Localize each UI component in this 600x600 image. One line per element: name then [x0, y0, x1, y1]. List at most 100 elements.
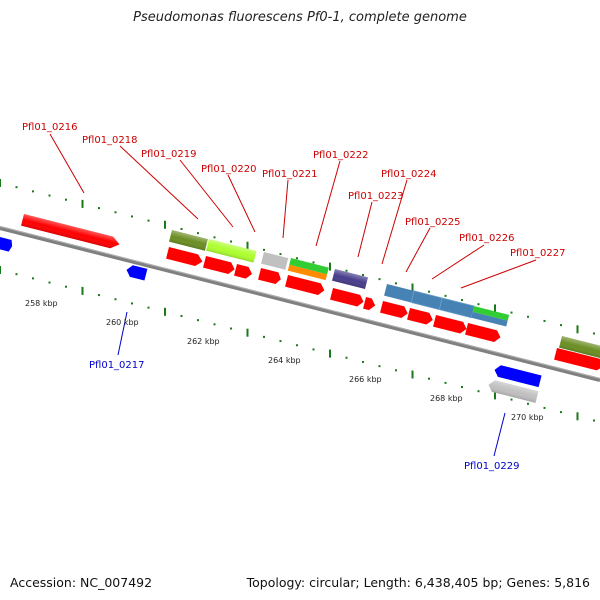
label-pfl01-0217[interactable]: Pfl01_0217 [89, 360, 145, 371]
upper-track-major-tick [164, 220, 166, 229]
lower-track-minor-tick [312, 348, 315, 351]
gene-pfl01-0216-shine [21, 214, 120, 249]
label-pfl01-0223[interactable]: Pfl01_0223 [348, 191, 404, 202]
lower-track-minor-tick [15, 273, 18, 276]
gene-red-06[interactable] [330, 288, 365, 308]
gene-pfl01-0223-shine [332, 269, 368, 289]
tick-track-upper [0, 179, 595, 335]
gene-pfl01-0224[interactable] [384, 284, 415, 303]
gene-red-08[interactable] [380, 301, 409, 319]
label-pfl01-0226[interactable]: Pfl01_0226 [459, 233, 515, 244]
label-pfl01-0221[interactable]: Pfl01_0221 [262, 169, 318, 180]
scale-label-264kbp: 264 kbp [268, 356, 301, 365]
lower-track-minor-tick [65, 285, 67, 288]
label-pfl01-0220[interactable]: Pfl01_0220 [201, 164, 257, 175]
upper-track-minor-tick [230, 240, 232, 243]
upper-track-major-tick [411, 283, 414, 292]
upper-track-major-tick [576, 325, 579, 334]
scale-label-258kbp: 258 kbp [25, 299, 58, 308]
upper-track-major-tick [81, 199, 84, 208]
upper-track-minor-tick [15, 186, 18, 189]
upper-track-minor-tick [131, 215, 133, 218]
gene-pfl01-0217[interactable] [125, 264, 148, 281]
gene-red-12[interactable] [554, 348, 600, 372]
lower-track-minor-tick [114, 298, 117, 301]
upper-track-minor-tick [147, 219, 150, 222]
gene-red-02[interactable] [203, 256, 236, 275]
gene-pfl01-0225[interactable] [410, 290, 443, 311]
upper-track-minor-tick [180, 227, 183, 230]
upper-track-minor-tick [378, 278, 381, 281]
gene-red-04[interactable] [258, 268, 282, 285]
gene-next-olive-shine [559, 336, 600, 360]
gene-pfl01-0229[interactable] [493, 364, 542, 388]
gene-pfl01-0227[interactable] [472, 306, 510, 321]
accession-text: Accession: NC_007492 [10, 575, 153, 590]
genome-backbone [0, 226, 600, 382]
gene-red-03[interactable] [234, 264, 253, 280]
label-pfl01-0222[interactable]: Pfl01_0222 [313, 150, 369, 161]
lower-track-major-tick [411, 370, 414, 379]
lower-track-minor-tick [197, 319, 199, 322]
lower-track-minor-tick [147, 306, 150, 309]
label-pfl01-0225[interactable]: Pfl01_0225 [405, 217, 461, 228]
gene-red-09[interactable] [407, 308, 434, 326]
forward-outer-track [21, 214, 600, 360]
gene-pfl01-0220[interactable] [261, 252, 289, 270]
label-pfl01-0219[interactable]: Pfl01_0219 [141, 149, 197, 160]
label-pfl01-0229[interactable]: Pfl01_0229 [464, 461, 520, 472]
scale-label-260kbp: 260 kbp [106, 318, 139, 327]
tick-track-lower [0, 266, 595, 422]
lower-track-major-tick [494, 391, 496, 400]
lower-track-major-tick [576, 412, 579, 421]
upper-track-minor-tick [114, 211, 117, 214]
gene-red-11[interactable] [465, 323, 502, 343]
upper-track-minor-tick [362, 273, 364, 276]
gene-rev-gray-shine [488, 380, 539, 403]
gene-pfl01-0222[interactable] [287, 264, 328, 281]
gene-red-01[interactable] [166, 247, 204, 267]
gene-pfl01-0221[interactable] [289, 258, 329, 275]
upper-track-major-tick [246, 241, 249, 250]
lower-track-major-tick [246, 328, 249, 337]
gene-red-05[interactable] [285, 275, 326, 296]
upper-track-minor-tick [296, 257, 298, 260]
upper-track-minor-tick [48, 194, 51, 197]
gene-rev-left[interactable] [0, 237, 14, 252]
scale-label-270kbp: 270 kbp [511, 413, 544, 422]
reverse-labels: Pfl01_0217 Pfl01_0229 [89, 360, 520, 472]
upper-track-minor-tick [527, 315, 529, 318]
gene-pfl01-0218-shine [169, 230, 208, 251]
upper-track-minor-tick [428, 290, 430, 293]
lower-track-minor-tick [477, 390, 480, 393]
gene-red-10[interactable] [433, 315, 468, 335]
lower-track-minor-tick [48, 281, 51, 284]
scale-labels: 258 kbp 260 kbp 262 kbp 264 kbp 266 kbp 268 k… [25, 299, 544, 422]
upper-track-minor-tick [65, 198, 67, 201]
label-pfl01-0216[interactable]: Pfl01_0216 [22, 122, 78, 133]
label-pfl01-0224[interactable]: Pfl01_0224 [381, 169, 437, 180]
lower-track-minor-tick [395, 369, 397, 372]
lower-track-minor-tick [362, 360, 364, 363]
upper-track-minor-tick [98, 207, 100, 210]
upper-track-minor-tick [312, 261, 315, 264]
upper-track-minor-tick [560, 324, 562, 327]
lower-track-minor-tick [510, 398, 513, 401]
upper-track-minor-tick [477, 303, 480, 306]
upper-track-minor-tick [197, 232, 199, 235]
reverse-track [0, 237, 542, 403]
lower-track-major-tick [81, 286, 84, 295]
lower-track-minor-tick [461, 386, 463, 389]
lower-track-major-tick [164, 307, 166, 316]
upper-track-minor-tick [444, 294, 447, 297]
upper-track-major-tick [329, 262, 331, 271]
gene-red-07[interactable] [363, 297, 377, 311]
gene-pfl01-0226[interactable] [438, 297, 475, 319]
lower-track-major-tick [329, 349, 331, 358]
label-pfl01-0218[interactable]: Pfl01_0218 [82, 135, 138, 146]
lower-track-minor-tick [180, 314, 183, 317]
lower-track-minor-tick [32, 277, 34, 280]
lower-track-minor-tick [131, 302, 133, 305]
label-pfl01-0227[interactable]: Pfl01_0227 [510, 248, 566, 259]
